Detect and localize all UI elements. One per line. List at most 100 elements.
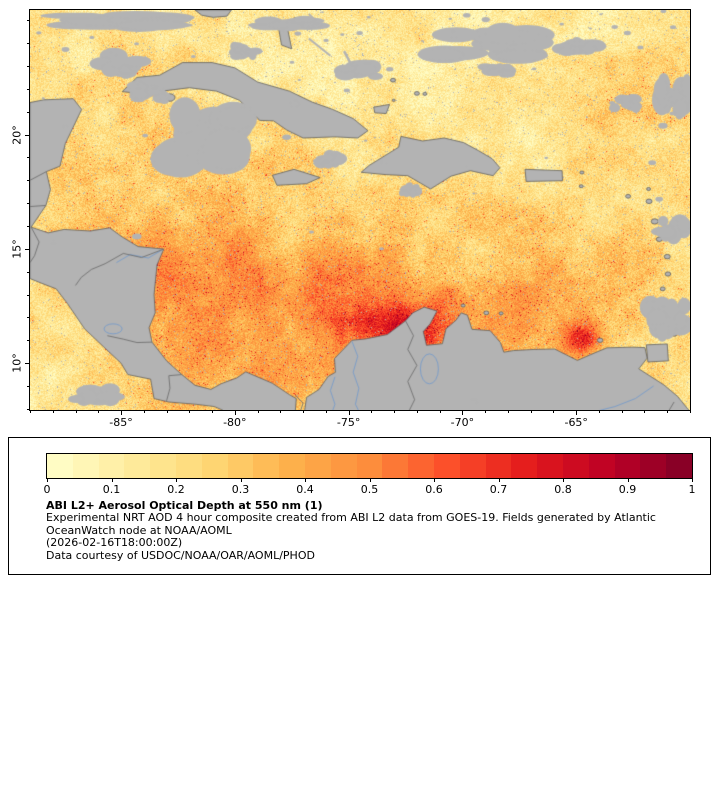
y-minor-tick [27,271,29,273]
x-minor-tick [690,411,691,413]
colorbar-cell [666,454,692,478]
colorbar-cell [382,454,409,478]
colorbar-cell [227,454,254,478]
y-minor-tick [27,294,29,296]
x-tick-label: -80° [223,416,247,429]
y-minor-tick [27,408,29,410]
colorbar-cell [253,454,280,478]
colorbar-cell [485,454,512,478]
colorbar-cell [408,454,434,478]
colorbar-cell [433,454,460,478]
x-minor-tick [143,411,145,413]
colorbar-cell [150,454,176,478]
x-minor-tick [52,411,54,413]
colorbar [46,453,693,479]
colorbar-cell [511,454,538,478]
colorbar-cell [279,454,305,478]
y-minor-tick [27,43,29,45]
colorbar-cell [304,454,331,478]
x-major-tick [348,411,350,415]
y-minor-tick [27,340,29,342]
colorbar-tick-label: 0.6 [425,483,443,496]
x-minor-tick [416,411,418,413]
x-major-tick [576,411,578,415]
x-minor-tick [485,411,487,413]
colorbar-cell [330,454,357,478]
colorbar-tick-label: 0.5 [360,483,379,496]
x-minor-tick [371,411,373,413]
y-minor-tick [27,180,29,182]
colorbar-tick-label: 0.3 [231,483,250,496]
y-minor-tick [27,88,29,90]
y-minor-tick [27,20,29,22]
legend-title: ABI L2+ Aerosol Optical Depth at 550 nm … [46,499,323,512]
y-minor-tick [27,111,29,113]
colorbar-tick [111,479,113,482]
colorbar-tick [240,479,242,482]
colorbar-cell [356,454,383,478]
colorbar-cell [640,454,667,478]
x-minor-tick [30,411,31,413]
y-minor-tick [27,317,29,319]
colorbar-cell [562,454,589,478]
colorbar-cell [459,454,486,478]
colorbar-tick-label: 0.1 [102,483,121,496]
colorbar-tick [563,479,564,482]
x-minor-tick [507,411,509,413]
x-minor-tick [189,411,191,413]
x-minor-tick [553,411,555,413]
x-minor-tick [303,411,305,413]
legend-timestamp: (2026-02-16T18:00:00Z) [46,536,183,550]
x-minor-tick [439,411,441,413]
colorbar-cell [201,454,228,478]
colorbar-tick-label: 1 [688,483,696,496]
colorbar-cell [124,454,151,478]
x-minor-tick [166,411,168,413]
x-minor-tick [75,411,77,413]
y-major-tick [25,134,29,136]
colorbar-tick [47,479,48,482]
legend-panel: 0 0.1 0.2 0.3 0.4 0.5 0.6 0.7 0.8 0.9 1 ABI L2+ Ae… [8,437,711,575]
colorbar-cell [47,454,73,478]
colorbar-tick [498,479,500,482]
x-major-tick [121,411,123,415]
x-minor-tick [621,411,623,413]
x-major-tick [462,411,464,415]
colorbar-tick [369,479,371,482]
x-tick-label: -70° [450,416,475,429]
y-major-tick [25,248,29,250]
x-minor-tick [98,411,100,413]
y-minor-tick [27,386,29,387]
colorbar-cell [614,454,641,478]
colorbar-tick [434,479,435,482]
x-minor-tick [394,411,396,413]
aod-map-canvas [30,10,690,410]
y-minor-tick [27,157,29,159]
legend-courtesy-line: Data courtesy of USDOC/NOAA/OAR/AOML/PHO… [46,548,315,562]
colorbar-cell [588,454,615,478]
x-major-tick [234,411,236,415]
y-tick-label: 20° [10,124,24,145]
x-tick-label: -85° [109,416,133,429]
x-tick-label: -65° [564,416,588,429]
y-major-tick [25,363,29,365]
y-minor-tick [27,66,29,67]
y-minor-tick [27,226,29,227]
colorbar-tick [176,479,177,482]
colorbar-cell [537,454,563,478]
colorbar-tick-label: 0.7 [489,483,508,496]
colorbar-tick [627,479,629,482]
colorbar-tick-label: 0.2 [167,483,185,496]
x-minor-tick [667,411,669,413]
colorbar-tick-label: 0.4 [296,483,314,496]
colorbar-tick [692,479,693,482]
x-minor-tick [325,411,327,413]
x-minor-tick [598,411,600,413]
colorbar-cell [98,454,125,478]
colorbar-tick [305,479,306,482]
colorbar-tick-label: 0.9 [618,483,637,496]
colorbar-cell [72,454,99,478]
map-plot-frame [29,9,691,411]
colorbar-tick-label: 0.8 [554,483,572,496]
